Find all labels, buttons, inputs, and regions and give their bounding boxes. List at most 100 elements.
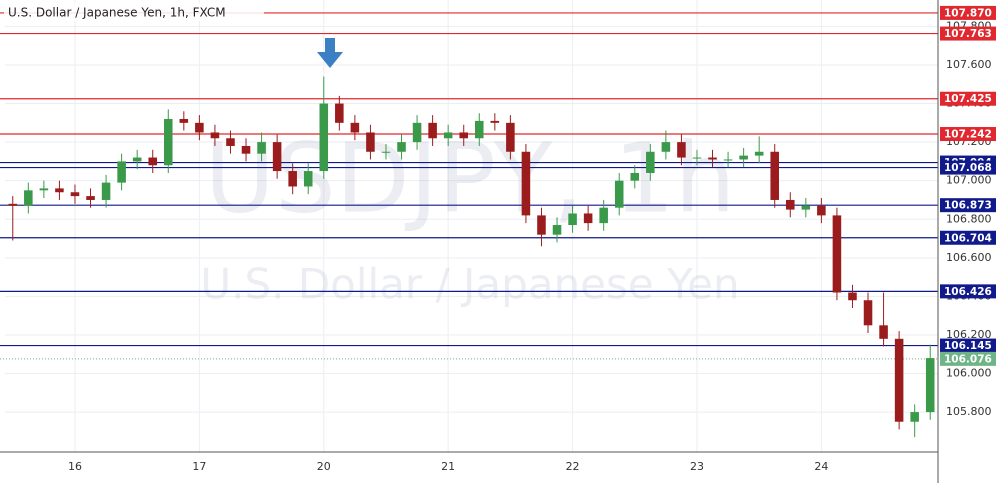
- candle-body: [521, 151, 531, 216]
- price-tag: [940, 351, 996, 366]
- arrow-marker: [317, 38, 343, 68]
- y-tick-label: 106.000: [946, 367, 992, 380]
- title-bg: [4, 3, 264, 21]
- price-tag: [940, 338, 996, 353]
- x-tick-label: 23: [690, 460, 704, 473]
- candle-body: [925, 358, 935, 413]
- price-tag-label: 107.242: [944, 129, 992, 141]
- candle-body: [226, 138, 235, 146]
- candle-body: [785, 199, 795, 210]
- price-tag-label: 107.763: [944, 28, 992, 40]
- y-tick-label: 106.600: [946, 251, 992, 264]
- candle-body: [770, 151, 780, 200]
- candle-body: [24, 190, 33, 206]
- candle-body: [70, 192, 80, 197]
- price-tag: [940, 127, 996, 142]
- candle-body: [39, 188, 49, 191]
- candle-body: [412, 122, 422, 143]
- candle-body: [163, 118, 173, 166]
- price-tag: [940, 160, 996, 175]
- x-tick-label: 16: [68, 460, 82, 473]
- price-tag-label: 106.426: [944, 286, 992, 298]
- chart-title: U.S. Dollar / Japanese Yen, 1h, FXCM: [8, 6, 226, 20]
- candle-body: [132, 157, 142, 162]
- candle-body: [708, 157, 717, 160]
- candle-body: [817, 205, 826, 216]
- candle-body: [288, 171, 297, 187]
- watermark-symbol: USDJPY, 1h: [205, 122, 736, 234]
- y-tick-label: 106.800: [946, 212, 992, 225]
- candle-body: [506, 122, 515, 152]
- candle-body: [832, 215, 842, 293]
- candle-body: [335, 103, 344, 123]
- levels: [0, 12, 938, 360]
- candle-body: [210, 132, 220, 139]
- price-tag: [940, 230, 996, 245]
- price-tag: [940, 26, 996, 41]
- candle-body: [646, 151, 655, 173]
- candle-body: [630, 172, 640, 181]
- candle-body: [443, 132, 453, 139]
- candle-body: [863, 300, 873, 326]
- price-tag: [940, 198, 996, 213]
- candle-body: [848, 292, 857, 301]
- candle-body: [723, 159, 733, 161]
- y-tick-label: 107.600: [946, 58, 992, 71]
- candle-body: [381, 151, 391, 153]
- candle-body: [86, 196, 95, 200]
- candle-body: [568, 213, 577, 226]
- price-tag: [940, 284, 996, 299]
- candle-body: [754, 151, 764, 156]
- arrow-icon: [317, 38, 343, 68]
- candle-body: [490, 120, 500, 123]
- candle-body: [677, 142, 686, 158]
- price-tag-label: 106.873: [944, 200, 992, 212]
- candle-body: [661, 142, 671, 152]
- axes-labels: 105.800106.000106.200106.400106.600106.8…: [68, 5, 996, 473]
- candle-body: [537, 215, 546, 235]
- candle-body: [910, 412, 919, 422]
- candle-body: [8, 203, 18, 206]
- candle-body: [117, 161, 126, 183]
- x-tick-label: 21: [441, 460, 455, 473]
- candle-body: [583, 213, 593, 224]
- price-tag-label: 107.425: [944, 93, 992, 105]
- price-tag-label: 107.068: [944, 162, 992, 174]
- y-tick-label: 105.800: [946, 405, 992, 418]
- watermark-name: U.S. Dollar / Japanese Yen: [200, 260, 739, 309]
- candle-body: [474, 120, 484, 139]
- candle-body: [428, 122, 437, 139]
- price-tag-label: 107.870: [944, 7, 992, 19]
- grid: [5, 0, 938, 452]
- watermark: USDJPY, 1h U.S. Dollar / Japanese Yen: [200, 122, 739, 308]
- candle-body: [101, 182, 111, 200]
- candle-body: [179, 118, 189, 123]
- candle-body: [692, 157, 702, 159]
- x-tick-label: 24: [814, 460, 828, 473]
- candle-body: [397, 142, 406, 152]
- price-tag: [940, 91, 996, 106]
- candle-body: [272, 142, 282, 172]
- candle-body: [195, 122, 204, 133]
- candle-body: [319, 103, 329, 172]
- candle-body: [257, 142, 266, 154]
- price-tag-label: 106.704: [944, 232, 992, 244]
- y-tick-label: 106.200: [946, 328, 992, 341]
- candle-body: [552, 225, 562, 235]
- price-tag-label: 106.076: [944, 353, 992, 365]
- candle-body: [366, 132, 375, 152]
- candle-body: [599, 207, 608, 224]
- candles: [8, 76, 935, 438]
- candle-body: [148, 157, 158, 166]
- candle-body: [55, 188, 64, 193]
- x-tick-label: 22: [566, 460, 580, 473]
- x-tick-label: 20: [317, 460, 331, 473]
- candle-body: [350, 122, 360, 133]
- x-tick-label: 17: [192, 460, 206, 473]
- candle-body: [739, 155, 748, 160]
- candle-body: [459, 132, 469, 139]
- candle-body: [801, 205, 811, 210]
- candle-body: [879, 325, 888, 339]
